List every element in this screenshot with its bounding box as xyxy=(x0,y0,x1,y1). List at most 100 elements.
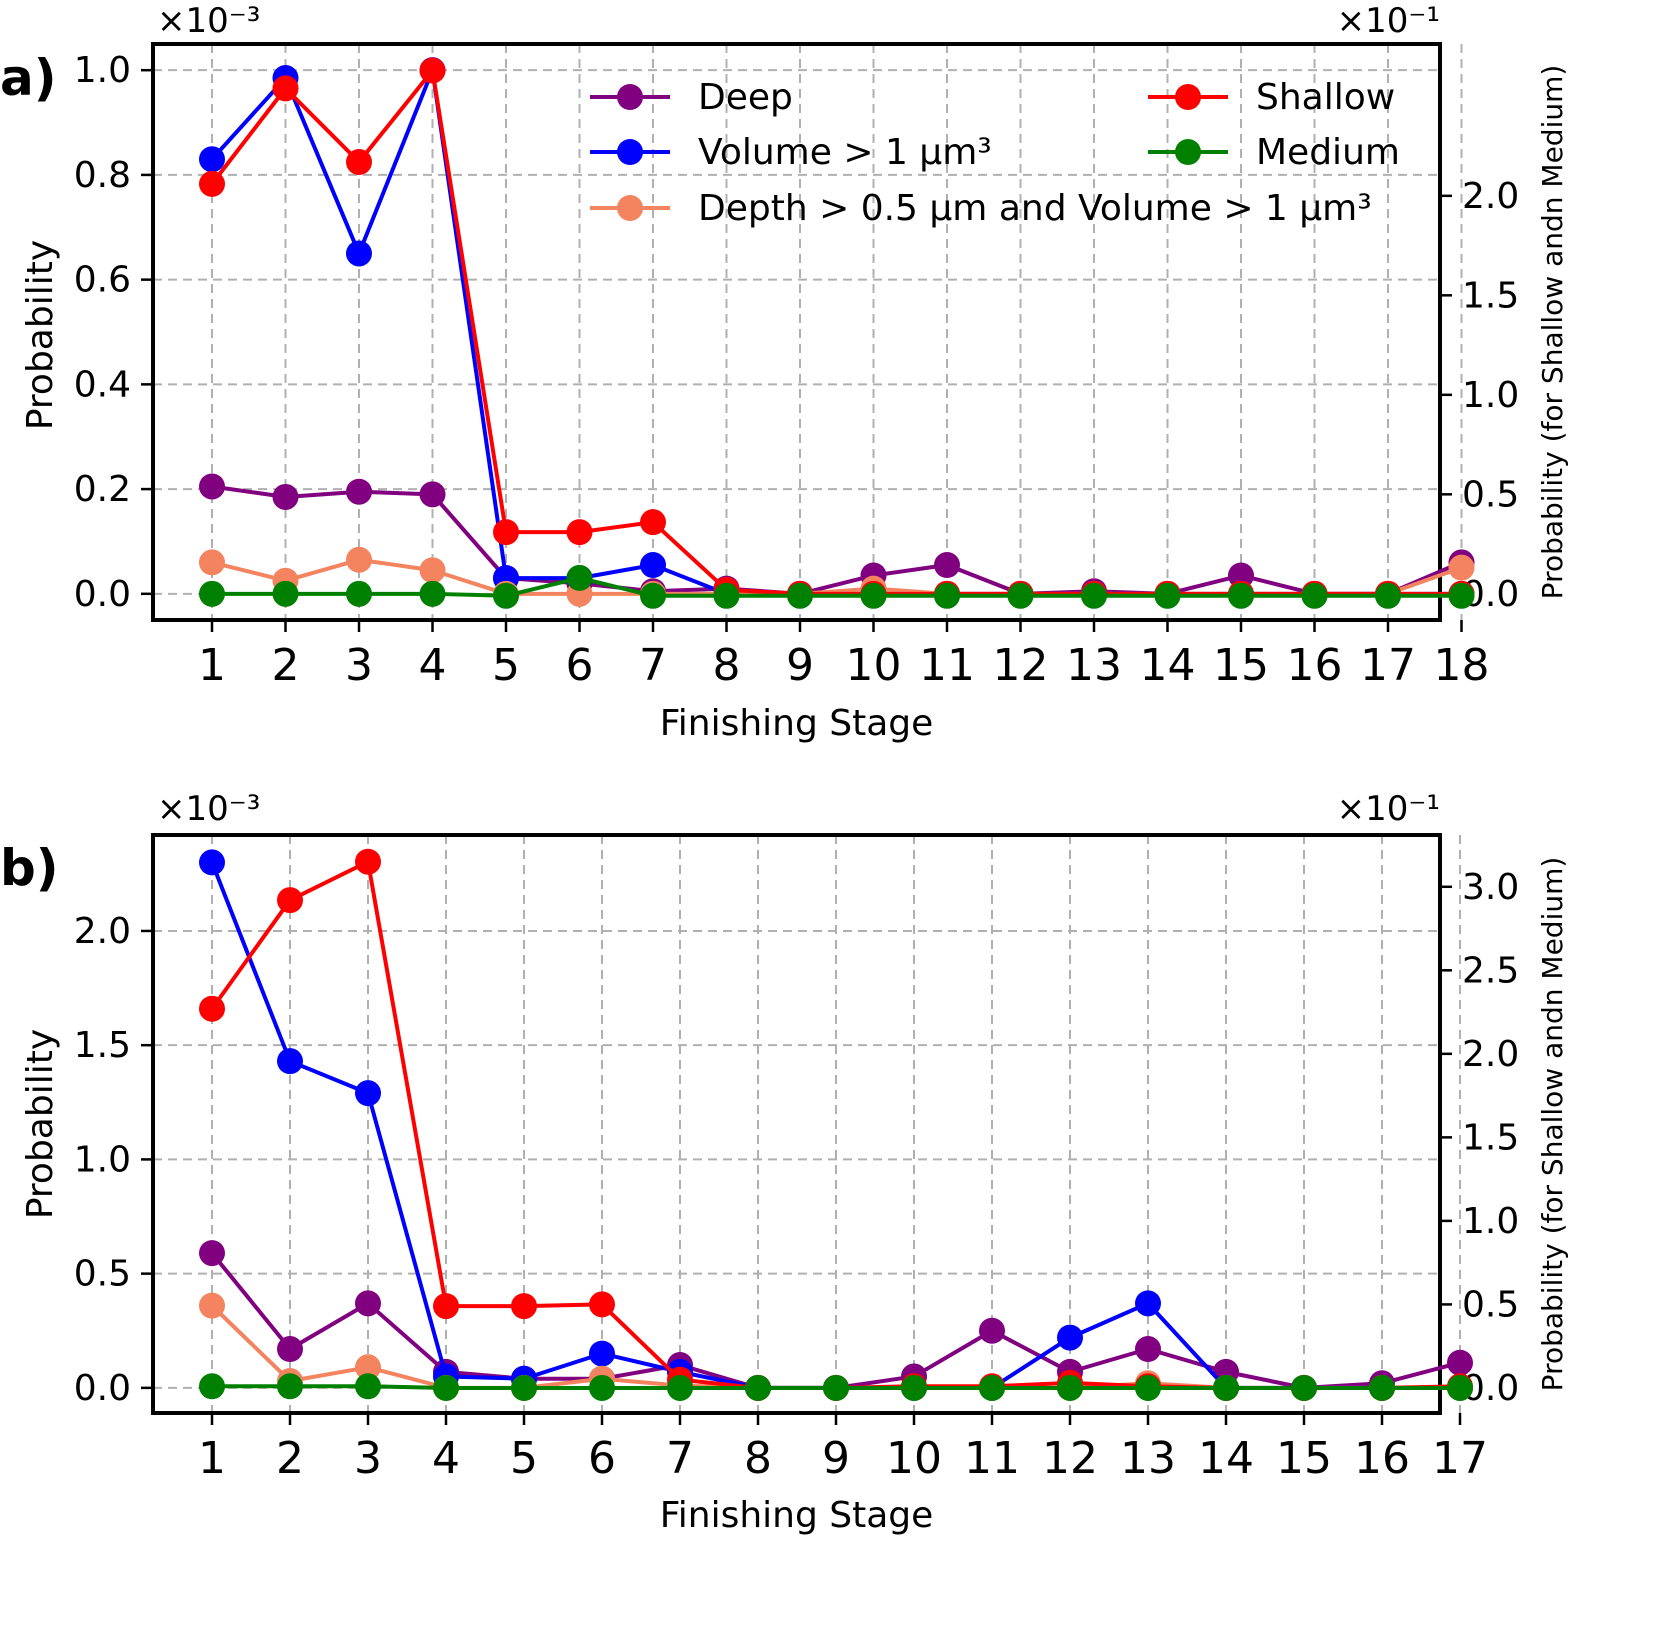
plot-frame xyxy=(151,833,1442,1415)
x-tick-label: 9 xyxy=(822,1433,850,1484)
data-point xyxy=(277,887,303,914)
data-point xyxy=(511,1374,537,1401)
legend-marker xyxy=(1175,84,1201,110)
data-point xyxy=(493,519,519,546)
data-point xyxy=(1375,582,1401,609)
x-tick-label: 2 xyxy=(276,1433,304,1484)
data-point xyxy=(272,483,299,510)
y-tick-label-right: 2.0 xyxy=(1462,1034,1519,1075)
data-point xyxy=(860,582,887,609)
y-tick-label-left: 1.0 xyxy=(74,50,131,91)
legend: Deep Volume > 1 µm³ Depth > 0.5 µm and Vol… xyxy=(590,77,1400,229)
y-tick-label-right: 0.5 xyxy=(1462,1284,1519,1325)
y-tick-label-left: 2.0 xyxy=(74,911,131,952)
x-tick-label: 7 xyxy=(639,640,667,691)
data-point xyxy=(1213,1374,1239,1401)
legend-marker xyxy=(617,139,643,165)
data-point xyxy=(589,1291,615,1318)
data-point xyxy=(979,1317,1005,1344)
x-tick-label: 7 xyxy=(666,1433,694,1484)
y-axis-label-right: Probability (for Shallow andn Medium) xyxy=(1536,65,1569,600)
x-tick-label: 15 xyxy=(1276,1433,1332,1484)
series-medium xyxy=(199,1373,1473,1401)
data-point xyxy=(272,580,299,607)
left-scale-label: ×10⁻³ xyxy=(157,1,260,41)
grid xyxy=(153,44,1463,620)
legend-marker xyxy=(617,84,643,110)
legend-label: Depth > 0.5 µm and Volume > 1 µm³ xyxy=(698,188,1372,229)
x-tick-label: 11 xyxy=(964,1433,1020,1484)
data-point xyxy=(1228,562,1254,589)
data-point xyxy=(1301,582,1328,609)
x-tick-label: 5 xyxy=(492,640,520,691)
data-point xyxy=(640,582,666,609)
legend-label: Volume > 1 µm³ xyxy=(698,132,992,173)
x-tick-label: 5 xyxy=(510,1433,538,1484)
x-tick-label: 17 xyxy=(1432,1433,1488,1484)
data-point xyxy=(934,552,960,579)
legend-item: Depth > 0.5 µm and Volume > 1 µm³ xyxy=(590,188,1372,229)
y-tick-label-left: 0.0 xyxy=(74,574,131,615)
data-point xyxy=(589,1340,615,1367)
data-point xyxy=(493,582,519,609)
data-point xyxy=(640,509,666,536)
legend-item: Volume > 1 µm³ xyxy=(590,132,992,173)
right-scale-label: ×10⁻¹ xyxy=(1337,789,1440,829)
x-tick-label: 11 xyxy=(919,640,975,691)
legend-label: Deep xyxy=(698,77,793,118)
series-deep xyxy=(199,473,1475,607)
data-point xyxy=(1447,1374,1473,1401)
legend-label: Shallow xyxy=(1256,77,1395,118)
left-scale-label: ×10⁻³ xyxy=(157,789,260,829)
legend-marker xyxy=(617,195,643,221)
grid xyxy=(153,835,1461,1413)
x-tick-label: 1 xyxy=(198,640,226,691)
y-tick-label-left: 1.5 xyxy=(74,1025,131,1066)
data-point xyxy=(823,1374,849,1401)
series-depth xyxy=(199,546,1475,607)
panel-label: a) xyxy=(0,49,57,107)
x-tick-label: 18 xyxy=(1434,640,1490,691)
legend-label: Medium xyxy=(1256,132,1400,173)
y-axis-label-left: Probability xyxy=(20,240,61,430)
data-point xyxy=(199,580,225,607)
series-line xyxy=(211,484,1463,596)
data-point xyxy=(566,564,593,591)
x-tick-label: 4 xyxy=(419,640,447,691)
legend-item: Medium xyxy=(1148,132,1400,173)
data-point xyxy=(346,580,372,607)
data-point xyxy=(355,1080,381,1107)
x-tick-label: 3 xyxy=(345,640,373,691)
data-point xyxy=(511,1293,537,1320)
y-tick-label-right: 1.0 xyxy=(1462,375,1519,416)
y-tick-label-right: 1.0 xyxy=(1462,1201,1519,1242)
data-point xyxy=(355,1373,381,1400)
x-tick-label: 1 xyxy=(198,1433,226,1484)
x-tick-label: 10 xyxy=(846,640,902,691)
data-point xyxy=(1448,582,1475,609)
x-tick-label: 12 xyxy=(993,640,1049,691)
y-tick-label-right: 3.0 xyxy=(1462,867,1519,908)
y-tick-label-right: 1.5 xyxy=(1462,275,1519,316)
x-axis-label: Finishing Stage xyxy=(660,703,934,744)
data-point xyxy=(1228,582,1254,609)
data-point xyxy=(1291,1374,1317,1401)
x-tick-label: 15 xyxy=(1213,640,1269,691)
data-point xyxy=(640,552,666,579)
data-point xyxy=(199,146,225,173)
x-tick-label: 8 xyxy=(744,1433,772,1484)
data-point xyxy=(1447,1349,1473,1376)
y-tick-label-right: 0.5 xyxy=(1462,474,1519,515)
x-tick-label: 8 xyxy=(713,640,741,691)
x-tick-label: 3 xyxy=(354,1433,382,1484)
data-point xyxy=(433,1293,459,1320)
y-tick-label-left: 0.2 xyxy=(74,469,131,510)
data-point xyxy=(1007,582,1034,609)
plot-frame xyxy=(151,42,1442,622)
x-tick-label: 6 xyxy=(588,1433,616,1484)
panel-b: 1 2 3 4 5 6 7 8 9 10 11 12 13 14 15 16 170.00.51.01.52.0… xyxy=(0,789,1569,1536)
data-point xyxy=(787,582,813,609)
data-point xyxy=(277,1048,303,1075)
y-tick-label-right: 1.5 xyxy=(1462,1117,1519,1158)
